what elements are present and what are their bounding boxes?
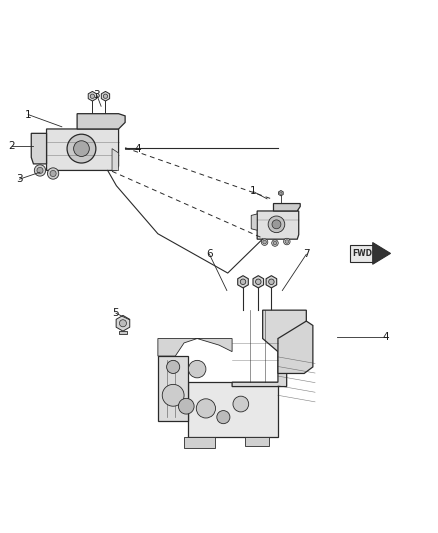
- Polygon shape: [245, 437, 269, 446]
- Circle shape: [273, 241, 277, 245]
- Polygon shape: [112, 149, 119, 171]
- Circle shape: [261, 239, 268, 245]
- Polygon shape: [251, 214, 257, 230]
- Circle shape: [162, 384, 184, 406]
- Text: 4: 4: [135, 143, 141, 154]
- Polygon shape: [101, 92, 110, 101]
- Circle shape: [272, 220, 281, 229]
- Polygon shape: [31, 133, 46, 164]
- Circle shape: [188, 360, 206, 378]
- Polygon shape: [278, 321, 313, 374]
- Circle shape: [255, 279, 261, 285]
- Text: FWD: FWD: [352, 249, 372, 258]
- Polygon shape: [158, 338, 232, 356]
- Circle shape: [67, 134, 96, 163]
- Circle shape: [166, 360, 180, 374]
- Polygon shape: [116, 316, 130, 331]
- Polygon shape: [184, 437, 215, 448]
- Circle shape: [217, 410, 230, 424]
- Bar: [119, 330, 127, 334]
- Circle shape: [37, 167, 43, 174]
- Circle shape: [196, 399, 215, 418]
- Circle shape: [240, 279, 246, 285]
- Circle shape: [103, 94, 108, 99]
- Text: 1: 1: [25, 110, 32, 119]
- Polygon shape: [88, 92, 96, 101]
- Polygon shape: [232, 310, 306, 386]
- Polygon shape: [238, 276, 248, 288]
- Circle shape: [263, 240, 266, 244]
- Polygon shape: [257, 211, 299, 239]
- Circle shape: [50, 171, 56, 176]
- Text: 3: 3: [16, 174, 23, 184]
- Text: 3: 3: [93, 90, 100, 100]
- Polygon shape: [279, 190, 283, 196]
- Circle shape: [90, 94, 95, 99]
- Polygon shape: [188, 382, 278, 437]
- Polygon shape: [266, 276, 277, 288]
- Text: 6: 6: [206, 249, 213, 259]
- Circle shape: [120, 320, 127, 327]
- Circle shape: [47, 168, 59, 179]
- Text: 1: 1: [250, 187, 256, 196]
- Circle shape: [34, 165, 46, 176]
- Text: 2: 2: [8, 141, 15, 151]
- Circle shape: [268, 279, 274, 285]
- Circle shape: [233, 396, 249, 412]
- Polygon shape: [77, 114, 125, 129]
- Circle shape: [283, 238, 290, 245]
- Circle shape: [272, 240, 278, 246]
- Polygon shape: [46, 129, 119, 171]
- FancyBboxPatch shape: [350, 245, 373, 262]
- Polygon shape: [273, 204, 300, 211]
- Polygon shape: [253, 276, 264, 288]
- Polygon shape: [158, 356, 188, 422]
- Circle shape: [280, 192, 282, 195]
- Circle shape: [268, 216, 285, 232]
- Text: 4: 4: [382, 332, 389, 342]
- Circle shape: [285, 240, 289, 244]
- Text: 5: 5: [113, 308, 119, 318]
- Circle shape: [74, 141, 89, 157]
- Circle shape: [178, 398, 194, 414]
- Text: 7: 7: [303, 249, 310, 259]
- Polygon shape: [373, 243, 391, 264]
